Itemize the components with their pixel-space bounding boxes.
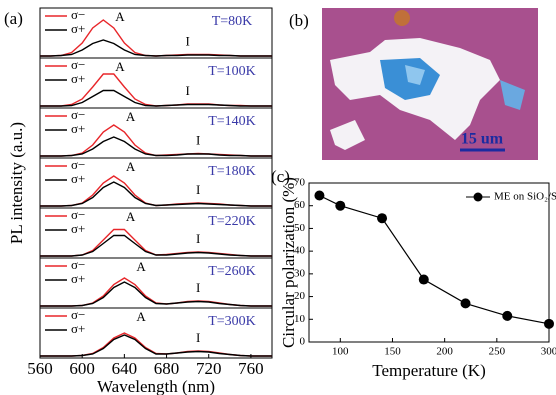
legend-label: σ−	[71, 107, 85, 122]
x-tick-label: 200	[436, 346, 453, 358]
legend-label: σ−	[71, 257, 85, 272]
point	[544, 319, 554, 329]
legend-label: σ+	[71, 171, 85, 186]
peak-label: A	[115, 9, 125, 24]
legend-label: σ−	[71, 57, 85, 72]
temperature-label: T=300K	[208, 314, 256, 329]
legend-label: σ−	[71, 7, 85, 22]
micrograph: 15 um	[322, 8, 538, 160]
y-tick-label: 0	[300, 336, 306, 348]
x-tick-label: 250	[489, 346, 506, 358]
peak-label: I	[185, 33, 189, 48]
spectrum	[40, 236, 272, 257]
particle	[394, 10, 410, 26]
x-tick-label: 100	[332, 346, 349, 358]
x-tick-label: 720	[196, 359, 222, 378]
temperature-label: T=140K	[208, 114, 256, 129]
x-tick-label: 300	[541, 346, 556, 358]
figure: 15 um (b) (a)σ−σ+AIT=80Kσ−σ+AIT=100Kσ−σ+…	[0, 0, 556, 395]
legend-label: σ+	[71, 21, 85, 36]
x-axis-label: Temperature (K)	[372, 361, 486, 380]
panel-label: (a)	[4, 9, 23, 28]
y-axis-label: PL intensity (a.u.)	[7, 122, 26, 244]
y-axis-label: Circular polarization (%)	[279, 177, 298, 348]
x-tick-label: 680	[154, 359, 180, 378]
peak-label: A	[126, 159, 136, 174]
legend-label: σ−	[71, 157, 85, 172]
point	[502, 311, 512, 321]
temperature-label: T=260K	[208, 264, 256, 279]
peak-label: I	[196, 280, 200, 295]
point	[461, 298, 471, 308]
point	[335, 201, 345, 211]
spectrum	[40, 137, 272, 156]
series-line	[319, 196, 549, 324]
peak-label: I	[196, 330, 200, 345]
peak-label: A	[126, 109, 136, 124]
point	[314, 190, 324, 200]
legend-label: σ+	[71, 271, 85, 286]
peak-label: A	[136, 309, 146, 324]
legend-label: σ−	[71, 207, 85, 222]
legend-label: σ+	[71, 71, 85, 86]
x-axis-label: Wavelength (nm)	[97, 377, 215, 395]
legend-marker	[474, 193, 483, 202]
temperature-label: T=100K	[208, 64, 256, 79]
peak-label: I	[196, 132, 200, 147]
peak-label: I	[185, 83, 189, 98]
x-tick-label: 150	[384, 346, 401, 358]
point	[419, 275, 429, 285]
scale-bar-label: 15 um	[461, 131, 504, 148]
temperature-label: T=180K	[208, 164, 256, 179]
temperature-label: T=220K	[208, 214, 256, 229]
point	[377, 213, 387, 223]
peak-label: A	[126, 209, 136, 224]
legend-label: ME on SiO₂/Si	[494, 191, 556, 203]
peak-label: A	[136, 259, 146, 274]
spectrum	[40, 91, 272, 107]
spectrum	[40, 333, 272, 356]
temperature-label: T=80K	[212, 14, 253, 29]
legend-label: σ+	[71, 321, 85, 336]
legend-label: σ+	[71, 121, 85, 136]
legend-label: σ−	[71, 307, 85, 322]
x-tick-label: 600	[69, 359, 95, 378]
legend-label: σ+	[71, 221, 85, 236]
spectrum	[40, 40, 272, 56]
panel-label: (b)	[289, 11, 309, 30]
peak-label: A	[115, 59, 125, 74]
peak-label: I	[196, 231, 200, 246]
x-tick-label: 760	[238, 359, 264, 378]
peak-label: I	[196, 182, 200, 197]
x-tick-label: 640	[112, 359, 138, 378]
x-tick-label: 560	[27, 359, 53, 378]
